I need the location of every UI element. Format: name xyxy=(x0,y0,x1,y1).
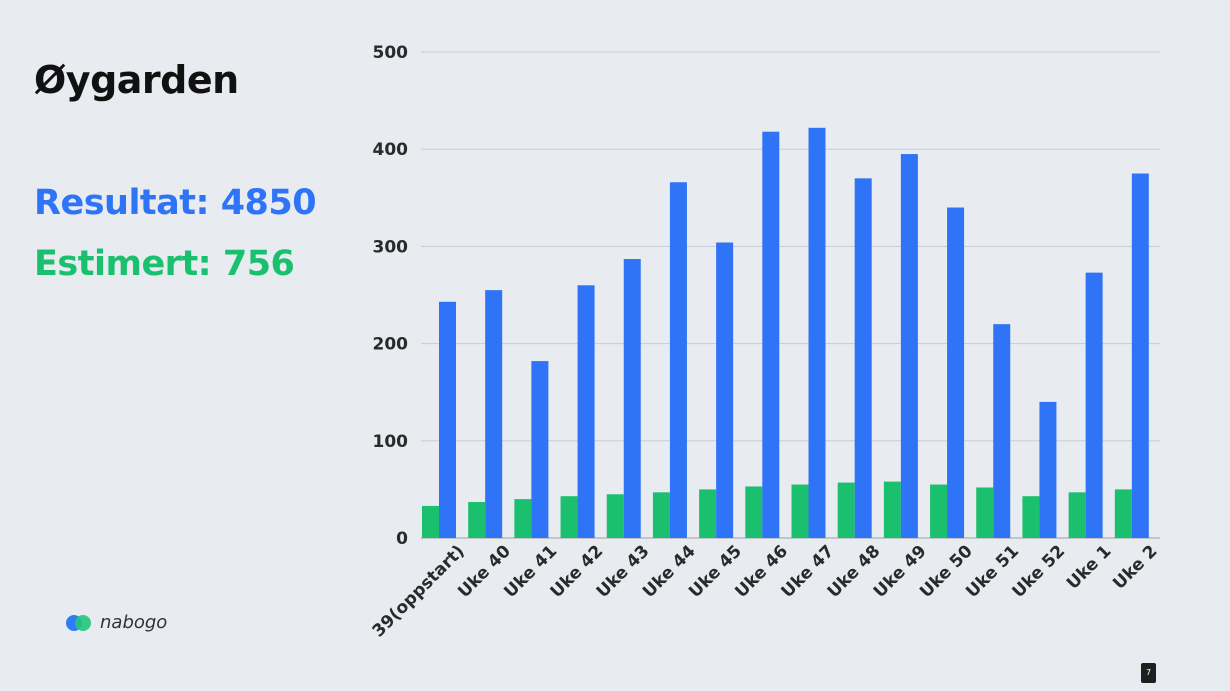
estimate-bar xyxy=(560,496,578,538)
result-bar xyxy=(900,154,918,538)
estimate-bar xyxy=(976,487,994,538)
logo-text: nabogo xyxy=(100,612,168,633)
y-tick-label: 0 xyxy=(396,529,408,549)
result-bar xyxy=(854,178,872,539)
bar-series xyxy=(422,127,1149,539)
result-bar xyxy=(808,127,826,538)
x-tick-label: Uke 2 xyxy=(1109,541,1161,593)
estimate-bar xyxy=(837,482,855,538)
result-bar xyxy=(1039,401,1057,538)
page-number: 7 xyxy=(1141,663,1156,683)
x-tick-label: 39(oppstart) xyxy=(369,541,469,641)
estimate-total: Estimert: 756 xyxy=(34,244,295,284)
estimate-bar xyxy=(791,484,809,538)
y-tick-label: 500 xyxy=(373,43,409,63)
estimate-bar xyxy=(514,499,532,538)
result-bar xyxy=(762,131,780,539)
result-bar xyxy=(993,324,1011,538)
result-bar xyxy=(623,259,641,538)
brand-logo: nabogo xyxy=(66,612,167,633)
estimate-bar xyxy=(699,489,717,538)
result-bar xyxy=(1131,173,1149,538)
result-bar xyxy=(716,242,734,538)
estimate-bar xyxy=(745,486,763,538)
result-bar xyxy=(439,301,456,538)
y-tick-label: 300 xyxy=(373,237,409,257)
result-bar xyxy=(577,285,595,538)
result-bar xyxy=(947,207,965,538)
estimate-bar xyxy=(883,481,901,538)
result-bar xyxy=(531,361,549,538)
page-title: Øygarden xyxy=(34,58,239,102)
x-tick-label: Uke 1 xyxy=(1063,541,1115,593)
estimate-bar xyxy=(468,502,486,538)
result-bar xyxy=(669,182,687,539)
estimate-bar xyxy=(930,484,948,538)
estimate-bar xyxy=(1114,489,1132,538)
estimate-bar xyxy=(1068,492,1086,538)
estimate-bar xyxy=(652,492,670,538)
y-axis-ticks: 0 100 200 300 400 500 xyxy=(373,43,409,549)
y-tick-label: 100 xyxy=(373,432,409,452)
result-bar xyxy=(485,290,503,538)
y-tick-label: 200 xyxy=(373,335,409,355)
result-bar xyxy=(1085,272,1103,538)
logo-icon xyxy=(66,613,92,633)
estimate-bar xyxy=(422,505,439,538)
y-tick-label: 400 xyxy=(373,140,409,160)
result-total: Resultat: 4850 xyxy=(34,183,317,223)
estimate-bar xyxy=(606,494,624,538)
estimate-bar xyxy=(1022,496,1040,538)
